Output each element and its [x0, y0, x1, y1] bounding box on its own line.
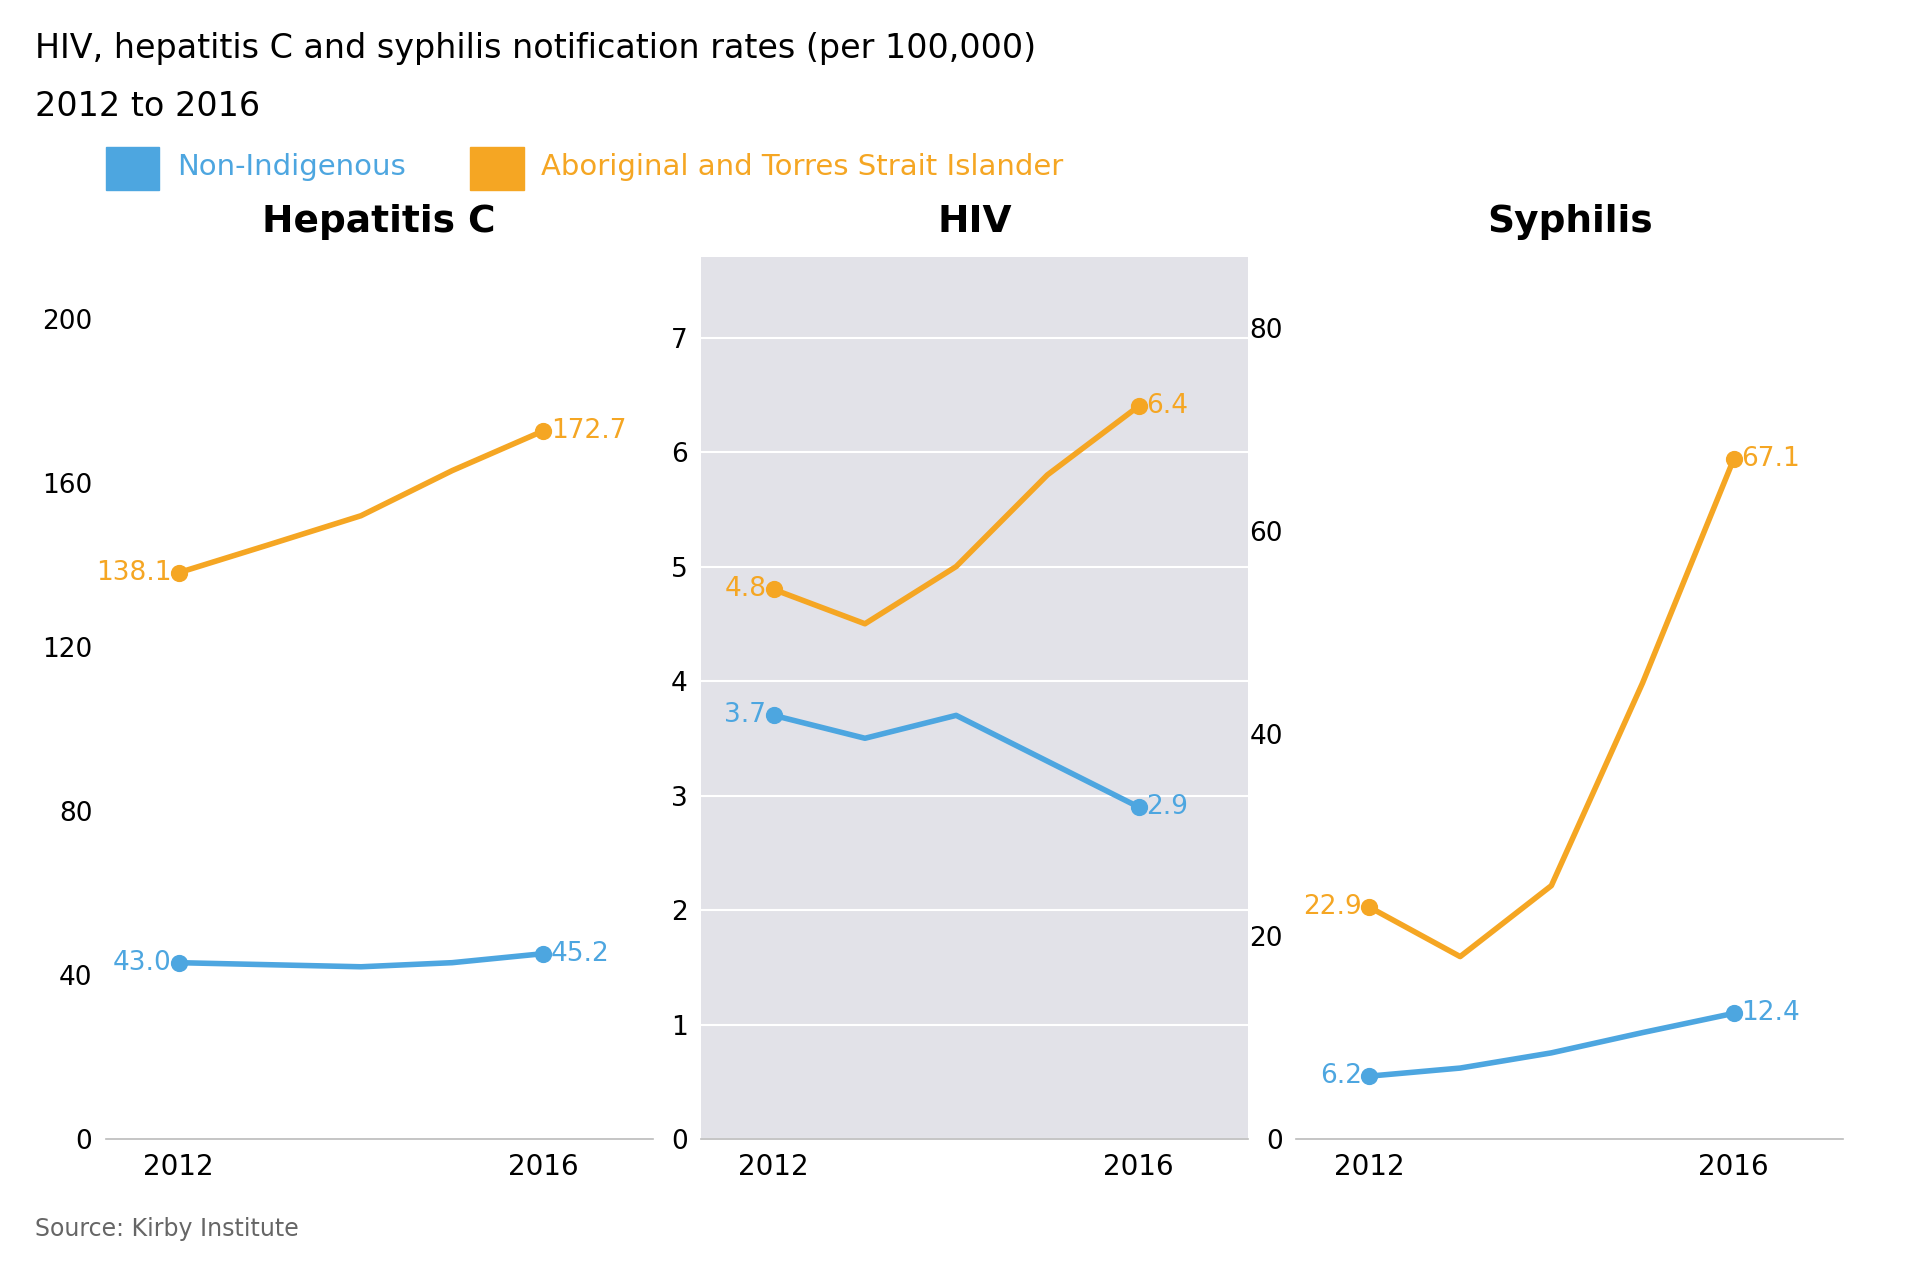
Text: 3.7: 3.7: [724, 703, 766, 728]
Text: HIV, hepatitis C and syphilis notification rates (per 100,000): HIV, hepatitis C and syphilis notificati…: [35, 32, 1035, 66]
Point: [1123, 396, 1154, 417]
Text: 22.9: 22.9: [1304, 894, 1361, 920]
Point: [758, 579, 789, 600]
Text: 43.0: 43.0: [113, 950, 171, 976]
Point: [1354, 897, 1384, 918]
Text: 2012 to 2016: 2012 to 2016: [35, 90, 259, 124]
Text: 12.4: 12.4: [1741, 1000, 1799, 1026]
Text: 6.4: 6.4: [1146, 394, 1188, 420]
Point: [1718, 449, 1749, 470]
Point: [758, 705, 789, 726]
Title: HIV: HIV: [937, 205, 1012, 241]
Point: [1718, 1003, 1749, 1023]
Text: 138.1: 138.1: [96, 560, 171, 586]
Text: 172.7: 172.7: [551, 418, 626, 444]
Point: [1354, 1066, 1384, 1086]
Text: 4.8: 4.8: [724, 577, 766, 602]
Text: Non-Indigenous: Non-Indigenous: [177, 153, 405, 181]
Title: Syphilis: Syphilis: [1486, 205, 1653, 241]
Point: [1123, 797, 1154, 817]
Point: [528, 421, 559, 441]
Point: [163, 952, 194, 973]
Text: Aboriginal and Torres Strait Islander: Aboriginal and Torres Strait Islander: [541, 153, 1064, 181]
Text: 45.2: 45.2: [551, 941, 609, 967]
Title: Hepatitis C: Hepatitis C: [263, 205, 495, 241]
Text: 6.2: 6.2: [1319, 1063, 1361, 1089]
Text: 2.9: 2.9: [1146, 794, 1188, 820]
Text: 67.1: 67.1: [1741, 447, 1799, 472]
Text: Source: Kirby Institute: Source: Kirby Institute: [35, 1218, 298, 1241]
Point: [163, 562, 194, 583]
FancyBboxPatch shape: [106, 147, 159, 190]
Point: [528, 943, 559, 964]
FancyBboxPatch shape: [470, 147, 524, 190]
